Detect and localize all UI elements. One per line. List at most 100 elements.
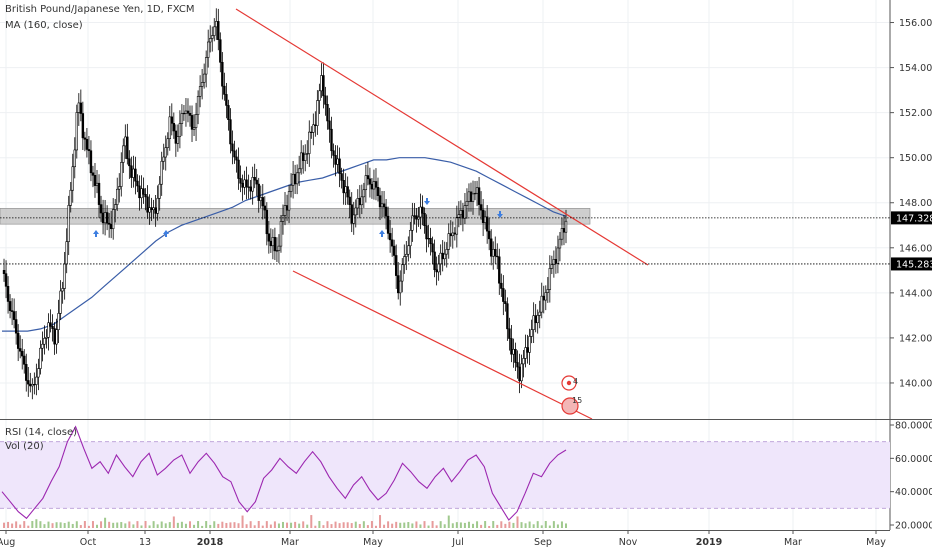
candle-body [360,196,364,206]
candle [310,126,313,139]
trendline-lower[interactable] [292,270,593,420]
candle [360,184,364,215]
ma-legend[interactable]: MA (160, close) [5,20,83,31]
volume-bar [423,521,426,528]
volume-bar [342,522,345,528]
arrow-up-icon [93,230,99,237]
candle-body [405,253,408,257]
volume-bar [310,515,313,528]
candle-body [481,209,485,223]
candle-body [556,247,560,264]
vol-legend[interactable]: Vol (20) [5,441,44,452]
candle [164,135,167,171]
candle-body [289,184,293,192]
candle [158,176,161,211]
candle [265,202,269,246]
volume-bar [96,524,99,528]
candle [431,236,434,265]
candle [257,177,260,213]
candle-body [188,112,192,116]
candle-body [126,136,129,160]
volume-bar [156,524,159,528]
volume-bar [241,515,244,528]
candle [118,173,121,203]
candle [275,237,279,263]
candle-body [166,138,169,148]
candle [492,241,495,270]
candle-body [213,26,216,36]
volume-bar [43,524,46,528]
volume-bar [269,524,272,528]
candle [213,18,216,42]
rsi-line [1,425,567,521]
rsi-axis[interactable]: 20.0000 40.0000 60.0000 80.0000 [890,421,932,532]
candle [528,328,531,365]
volume-bar [91,521,94,528]
candle-body [352,214,355,224]
candle-body [271,237,275,247]
candle [332,143,335,168]
candle [124,124,127,159]
candle-body [437,263,440,273]
trendline-upper[interactable] [235,8,649,266]
candle-body [281,215,285,222]
dividend-marker[interactable] [561,397,579,415]
candle-body [225,94,228,106]
candle [435,256,438,286]
candle-body [415,215,418,220]
volume-bar [15,521,18,528]
volume-bar [455,522,458,528]
candles [2,8,568,400]
candle [394,244,398,289]
candle [49,309,52,333]
candle-body [457,214,461,218]
volume-bar [472,523,475,528]
candle-body [261,197,264,207]
candle [437,254,440,281]
candle [281,204,285,235]
symbol-title[interactable]: British Pound/Japanese Yen, 1D, FXCM [5,4,195,15]
candle [388,220,392,253]
candle [368,167,372,198]
volume-bar [31,521,34,528]
price-axis[interactable]: 140.000 142.000 144.000 146.000 148.000 150.0… [890,18,932,389]
candle-body [243,179,246,188]
candle-body [411,215,414,231]
candle-body [144,194,147,198]
candle-body [388,233,392,241]
volume-bar [476,521,479,528]
time-tick-label: 13 [139,537,151,548]
candle-body [97,182,101,205]
candle-body [35,376,38,385]
candle [53,322,56,355]
candle-body [31,384,34,387]
candle-body [263,205,266,211]
candle [35,363,38,396]
candle-body [269,240,273,247]
candle [457,201,461,228]
event-markers[interactable]: 4 15 [561,375,582,415]
candle [132,155,135,188]
rsi-legend[interactable]: RSI (14, close) [5,427,78,438]
candle-body [99,204,103,214]
volume-bar [556,524,559,528]
candle-body [362,189,366,198]
candle-body [427,238,430,240]
candle-body [344,186,347,194]
volume-bar [516,516,519,528]
time-axis[interactable]: Aug Oct 13 2018 Mar May Jul Sep Nov 2019 Mar May [0,530,886,548]
candle-body [237,159,240,179]
candle-body [538,311,541,316]
candle-body [265,209,269,235]
volume-bar [439,521,442,528]
candle [522,349,525,378]
candle-body [275,250,279,252]
candle-body [253,177,256,181]
volume-bar [532,524,535,528]
candle-body [160,160,163,185]
rsi-tick-label: 80.0000 [895,421,932,432]
candle [512,338,515,368]
candle-body [118,186,121,190]
arrow-down-icon [497,211,503,218]
